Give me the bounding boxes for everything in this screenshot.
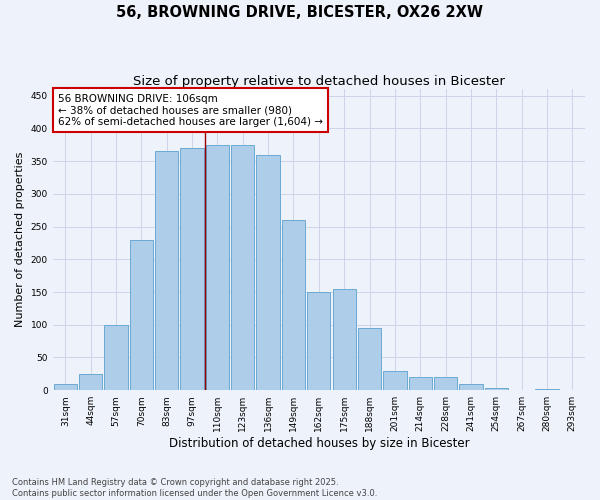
Bar <box>155 152 178 390</box>
Bar <box>231 145 254 390</box>
Bar <box>332 289 356 390</box>
Bar <box>358 328 381 390</box>
Bar <box>485 388 508 390</box>
Bar <box>206 145 229 390</box>
Bar <box>53 384 77 390</box>
Bar <box>409 377 432 390</box>
Text: Contains HM Land Registry data © Crown copyright and database right 2025.
Contai: Contains HM Land Registry data © Crown c… <box>12 478 377 498</box>
Bar <box>434 377 457 390</box>
Bar <box>459 384 482 390</box>
Bar <box>104 325 128 390</box>
Bar <box>383 370 407 390</box>
Bar <box>307 292 331 390</box>
X-axis label: Distribution of detached houses by size in Bicester: Distribution of detached houses by size … <box>169 437 469 450</box>
Bar <box>79 374 103 390</box>
Y-axis label: Number of detached properties: Number of detached properties <box>15 152 25 328</box>
Bar <box>282 220 305 390</box>
Text: 56 BROWNING DRIVE: 106sqm
← 38% of detached houses are smaller (980)
62% of semi: 56 BROWNING DRIVE: 106sqm ← 38% of detac… <box>58 94 323 127</box>
Bar <box>256 154 280 390</box>
Title: Size of property relative to detached houses in Bicester: Size of property relative to detached ho… <box>133 75 505 88</box>
Text: 56, BROWNING DRIVE, BICESTER, OX26 2XW: 56, BROWNING DRIVE, BICESTER, OX26 2XW <box>116 5 484 20</box>
Bar <box>181 148 204 390</box>
Bar <box>535 389 559 390</box>
Bar <box>130 240 153 390</box>
